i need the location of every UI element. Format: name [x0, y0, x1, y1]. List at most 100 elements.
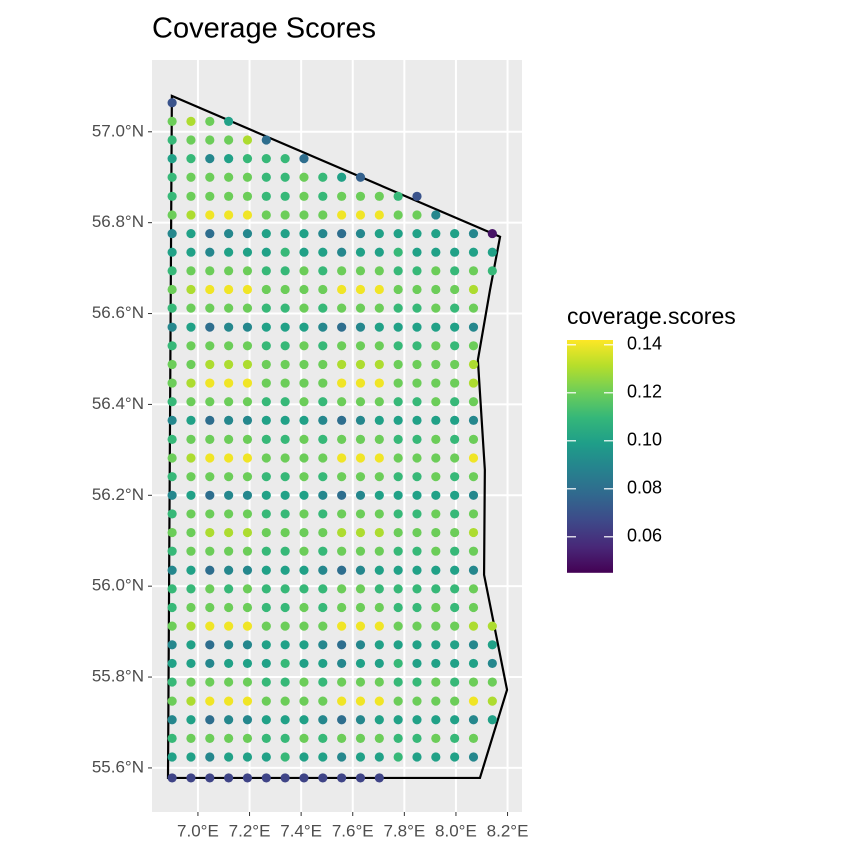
- point: [261, 434, 271, 445]
- point: [337, 640, 347, 650]
- point: [374, 621, 384, 631]
- point: [468, 509, 479, 519]
- point: [186, 509, 196, 519]
- point: [468, 696, 479, 706]
- point: [242, 527, 253, 538]
- point: [224, 341, 234, 351]
- point: [450, 415, 460, 425]
- point: [318, 397, 328, 407]
- point: [355, 415, 366, 425]
- point: [337, 191, 347, 201]
- point: [242, 602, 253, 613]
- legend-tick-label: 0.06: [627, 526, 662, 546]
- point: [261, 733, 271, 743]
- point: [186, 546, 196, 556]
- point: [355, 584, 366, 594]
- point: [393, 677, 403, 687]
- point: [374, 584, 384, 594]
- point: [224, 696, 234, 706]
- point: [280, 602, 290, 613]
- point: [318, 658, 328, 669]
- point: [186, 696, 196, 706]
- point: [374, 378, 384, 388]
- point: [186, 247, 196, 257]
- point: [280, 359, 290, 370]
- point: [355, 715, 366, 725]
- point: [299, 696, 309, 706]
- point: [374, 733, 384, 743]
- point: [431, 228, 441, 239]
- point: [318, 453, 328, 463]
- point: [299, 658, 309, 669]
- point: [242, 378, 253, 388]
- point: [186, 621, 196, 631]
- point: [337, 228, 347, 239]
- point: [224, 565, 234, 575]
- point: [299, 322, 309, 332]
- point: [224, 509, 234, 519]
- point: [450, 284, 460, 295]
- point: [224, 154, 234, 164]
- point: [468, 415, 479, 425]
- point: [224, 378, 234, 388]
- point: [431, 341, 441, 351]
- point: [205, 303, 215, 313]
- point: [167, 415, 177, 425]
- y-tick-label: 56.4°N: [92, 394, 144, 413]
- point: [261, 303, 271, 313]
- point: [431, 472, 441, 482]
- point: [186, 602, 196, 613]
- point: [224, 621, 234, 631]
- x-tick-label: 7.4°E: [280, 821, 322, 840]
- point: [318, 715, 328, 725]
- point: [374, 397, 384, 407]
- point: [468, 284, 479, 295]
- point: [167, 228, 177, 239]
- point: [186, 135, 196, 145]
- point: [450, 546, 460, 556]
- point: [355, 359, 366, 370]
- point: [393, 696, 403, 706]
- point: [412, 715, 422, 725]
- point: [337, 565, 347, 575]
- point: [299, 378, 309, 388]
- point: [242, 341, 253, 351]
- point: [280, 303, 290, 313]
- legend-title: coverage.scores: [567, 303, 736, 329]
- point: [393, 210, 403, 220]
- point: [242, 228, 253, 239]
- point: [261, 584, 271, 594]
- point: [450, 359, 460, 370]
- point: [242, 397, 253, 407]
- point: [393, 322, 403, 332]
- point: [318, 584, 328, 594]
- x-tick-label: 7.8°E: [383, 821, 425, 840]
- point: [450, 247, 460, 257]
- point: [431, 527, 441, 538]
- point: [468, 584, 479, 594]
- point: [468, 640, 479, 650]
- point: [299, 584, 309, 594]
- point: [374, 266, 384, 276]
- point: [431, 509, 441, 519]
- point: [261, 640, 271, 650]
- point: [355, 191, 366, 201]
- point: [205, 584, 215, 594]
- point: [412, 621, 422, 631]
- point: [167, 733, 177, 743]
- point: [337, 696, 347, 706]
- point: [393, 733, 403, 743]
- point: [450, 677, 460, 687]
- point: [412, 509, 422, 519]
- point: [186, 172, 196, 182]
- point: [205, 733, 215, 743]
- point: [337, 584, 347, 594]
- point: [261, 602, 271, 613]
- point: [224, 453, 234, 463]
- point: [318, 228, 328, 239]
- point: [205, 415, 215, 425]
- point: [224, 602, 234, 613]
- point: [337, 415, 347, 425]
- x-tick-label: 7.2°E: [229, 821, 271, 840]
